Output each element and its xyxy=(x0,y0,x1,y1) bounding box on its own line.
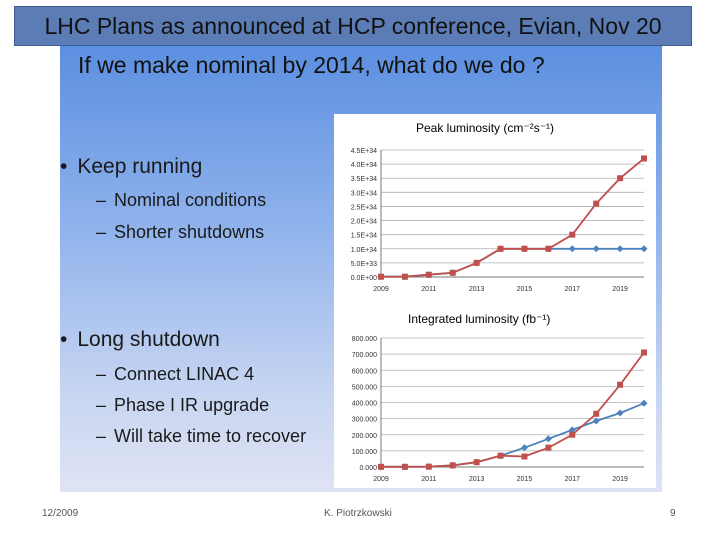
sub-bullet-label: Shorter shutdowns xyxy=(114,222,265,242)
sub-bullet: – Connect LINAC 4 xyxy=(96,364,255,384)
y-tick-label: 200.000 xyxy=(352,433,377,440)
sub-bullet: – Shorter shutdowns xyxy=(96,222,265,242)
data-point-diamond xyxy=(544,435,552,443)
x-tick-label: 2013 xyxy=(469,476,485,483)
y-tick-label: 3.5E+34 xyxy=(351,176,377,183)
sub-bullet-label: Nominal conditions xyxy=(114,190,267,210)
data-point-square xyxy=(473,259,480,266)
footer-page-number: 9 xyxy=(670,508,676,519)
footer-date: 12/2009 xyxy=(42,508,79,519)
x-tick-label: 2019 xyxy=(612,286,628,293)
data-point-diamond xyxy=(616,409,624,417)
data-point-square xyxy=(617,175,624,182)
y-tick-label: 400.000 xyxy=(352,401,377,408)
y-tick-label: 2.0E+34 xyxy=(351,219,377,226)
x-tick-label: 2017 xyxy=(564,286,580,293)
sub-bullet: – Nominal conditions xyxy=(96,190,267,210)
data-point-square xyxy=(641,155,647,162)
integrated-luminosity-chart: Integrated luminosity (fb⁻¹) 0.000 100.00… xyxy=(334,304,656,488)
data-point-square xyxy=(401,273,408,280)
x-tick-label: 2009 xyxy=(373,286,389,293)
data-point-square xyxy=(401,463,408,470)
data-point-square xyxy=(378,463,384,470)
bullet-dot: • xyxy=(60,328,68,351)
x-tick-label: 2019 xyxy=(612,476,628,483)
data-point-square xyxy=(521,245,528,252)
integrated-luminosity-plot: 0.000 100.000 200.000 300.000 400.000 500.000… xyxy=(352,336,648,483)
y-tick-label: 600.000 xyxy=(352,368,377,375)
data-point-diamond xyxy=(616,245,624,253)
sub-bullet-label: Connect LINAC 4 xyxy=(114,364,255,384)
data-point-square xyxy=(473,459,480,466)
data-point-square xyxy=(569,431,576,438)
y-tick-label: 1.5E+34 xyxy=(351,233,377,240)
x-tick-label: 2015 xyxy=(517,476,533,483)
data-point-diamond xyxy=(568,245,576,253)
y-tick-label: 1.0E+34 xyxy=(351,247,377,254)
y-tick-label: 5.0E+33 xyxy=(351,261,377,268)
data-point-square xyxy=(593,200,600,207)
data-point-square xyxy=(545,444,552,451)
peak-luminosity-chart: Peak luminosity (cm⁻²s⁻¹) 0.0E+00 5.0E+33… xyxy=(334,114,656,304)
data-point-diamond xyxy=(520,444,528,452)
sub-bullet-label: Will take time to recover xyxy=(114,426,307,446)
footer-author: K. Piotrzkowski xyxy=(324,508,392,519)
sub-bullet: – Phase I IR upgrade xyxy=(96,395,270,415)
data-point-square xyxy=(545,245,552,252)
x-tick-label: 2013 xyxy=(469,286,485,293)
series-line xyxy=(381,351,645,468)
y-tick-label: 2.5E+34 xyxy=(351,204,377,211)
bullet-label: Keep running xyxy=(77,155,203,178)
y-tick-label: 0.0E+00 xyxy=(351,275,377,282)
y-tick-label: 0.000 xyxy=(359,465,377,472)
y-tick-label: 3.0E+34 xyxy=(351,190,377,197)
x-tick-label: 2017 xyxy=(564,476,580,483)
y-tick-label: 100.000 xyxy=(352,449,377,456)
x-tick-label: 2011 xyxy=(421,286,436,293)
peak-luminosity-plot: 0.0E+00 5.0E+33 1.0E+34 1.5E+34 2.0E+34 2.5E+… xyxy=(351,148,648,293)
data-point-square xyxy=(641,349,647,356)
data-point-square xyxy=(449,462,456,469)
y-tick-label: 700.000 xyxy=(352,352,377,359)
chart-title: Peak luminosity (cm⁻²s⁻¹) xyxy=(416,121,555,135)
data-point-square xyxy=(449,269,456,276)
y-tick-label: 4.0E+34 xyxy=(351,162,377,169)
bullet-long-shutdown: • Long shutdown xyxy=(60,328,220,352)
bullet-keep-running: • Keep running xyxy=(60,155,202,179)
bullet-label: Long shutdown xyxy=(77,328,220,351)
y-tick-label: 500.000 xyxy=(352,384,377,391)
bullet-dot: • xyxy=(60,155,68,178)
y-tick-label: 4.5E+34 xyxy=(351,148,377,155)
slide-title: LHC Plans as announced at HCP conference… xyxy=(14,6,692,46)
chart-title: Integrated luminosity (fb⁻¹) xyxy=(408,312,551,326)
data-point-diamond xyxy=(592,417,600,425)
sub-bullet-label: Phase I IR upgrade xyxy=(114,395,270,415)
x-tick-label: 2011 xyxy=(421,476,436,483)
data-point-square xyxy=(521,453,528,460)
data-point-square xyxy=(593,410,600,417)
slide-subtitle: If we make nominal by 2014, what do we d… xyxy=(78,52,545,78)
data-point-square xyxy=(569,231,576,238)
data-point-square xyxy=(425,463,432,470)
data-point-diamond xyxy=(640,399,648,407)
y-tick-label: 800.000 xyxy=(352,336,377,343)
series-line xyxy=(381,157,645,278)
data-point-diamond xyxy=(568,426,576,434)
data-point-square xyxy=(378,273,384,280)
data-point-square xyxy=(497,452,504,459)
data-point-diamond xyxy=(592,245,600,253)
data-point-square xyxy=(497,245,504,252)
sub-bullet: – Will take time to recover xyxy=(96,426,307,446)
x-tick-label: 2015 xyxy=(517,286,533,293)
x-tick-label: 2009 xyxy=(373,476,389,483)
data-point-diamond xyxy=(640,245,648,253)
data-point-square xyxy=(425,271,432,278)
y-tick-label: 300.000 xyxy=(352,417,377,424)
data-point-square xyxy=(617,381,624,388)
